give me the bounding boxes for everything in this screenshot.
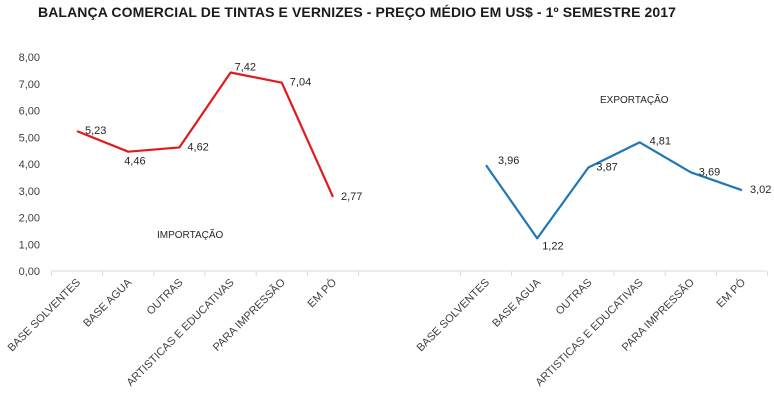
- x-category-label: BASE SOLVENTES: [415, 277, 493, 355]
- chart-title: BALANÇA COMERCIAL DE TINTAS E VERNIZES -…: [38, 4, 677, 20]
- data-label: 2,77: [341, 191, 362, 203]
- y-tick-label: 3,00: [19, 186, 40, 198]
- x-category-label: BASE AGUA: [490, 276, 543, 329]
- y-tick-label: 7,00: [19, 79, 40, 91]
- data-label: 3,69: [699, 166, 720, 178]
- x-category-label: BASE AGUA: [81, 276, 134, 329]
- series-name-label: IMPORTAÇÃO: [157, 228, 224, 241]
- y-tick-label: 6,00: [19, 106, 40, 118]
- y-tick-label: 0,00: [19, 266, 40, 278]
- x-category-label: OUTRAS: [145, 277, 186, 318]
- x-category-label: ARTISTICAS E EDUCATIVAS: [534, 277, 646, 389]
- y-axis: 0,00 1,00 2,00 3,00 4,00 5,00 6,00 7,00 8,00: [19, 52, 40, 278]
- data-label: 3,02: [750, 184, 771, 196]
- x-category-label: OUTRAS: [554, 277, 595, 318]
- y-tick-label: 1,00: [19, 239, 40, 251]
- x-category-label: BASE SOLVENTES: [6, 277, 84, 355]
- data-label: 4,46: [124, 156, 145, 168]
- y-tick-label: 4,00: [19, 159, 40, 171]
- x-category-label: EM PÓ: [305, 276, 340, 311]
- y-tick-label: 8,00: [19, 52, 40, 64]
- data-label: 7,04: [290, 77, 311, 89]
- series-name-label: EXPORTAÇÃO: [600, 93, 669, 106]
- y-tick-label: 2,00: [19, 213, 40, 225]
- x-category-label: ARTISTICAS E EDUCATIVAS: [125, 277, 237, 389]
- data-label: 5,23: [85, 125, 106, 137]
- y-tick-label: 5,00: [19, 132, 40, 144]
- data-label: 1,22: [542, 240, 563, 252]
- data-label: 3,87: [596, 161, 617, 173]
- x-category-label: EM PÓ: [714, 276, 749, 311]
- data-label: 3,96: [498, 155, 519, 167]
- data-label: 7,42: [235, 62, 256, 74]
- series-line: [485, 141, 743, 240]
- series-layer: 5,23 4,46 4,62 7,42 7,04 2,77 3,96 1,22 3,87 4,81…: [76, 62, 771, 252]
- data-label: 4,81: [650, 135, 671, 147]
- data-label: 4,62: [187, 141, 208, 153]
- series-line: [76, 71, 335, 198]
